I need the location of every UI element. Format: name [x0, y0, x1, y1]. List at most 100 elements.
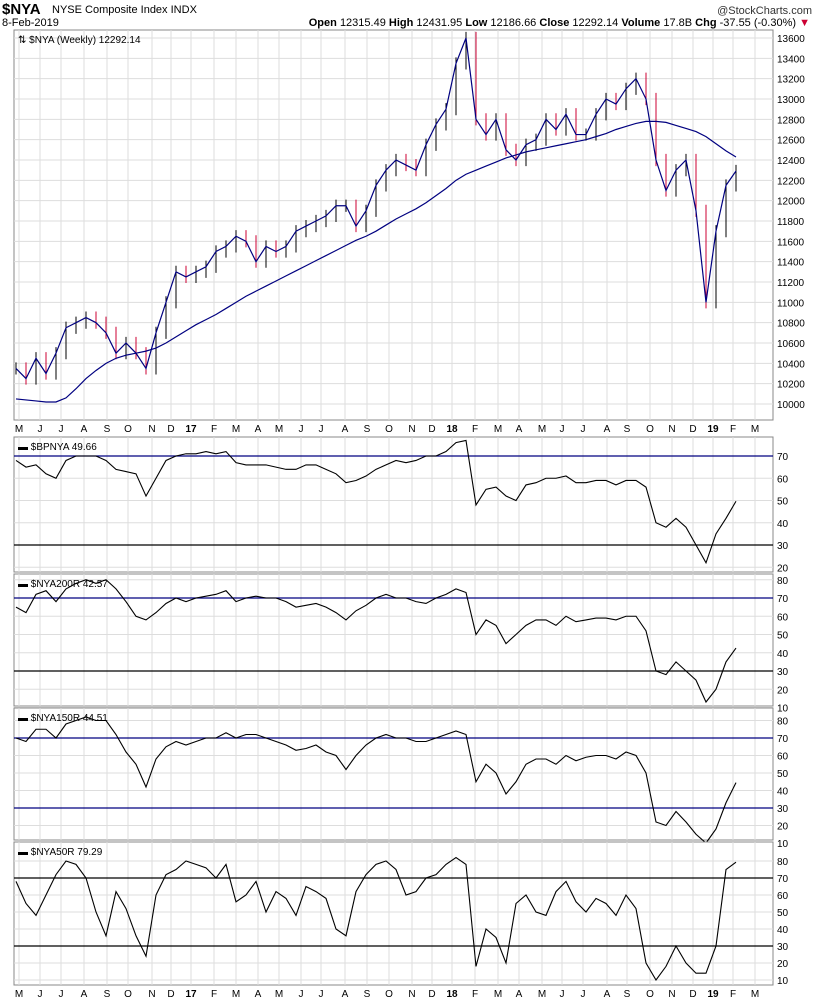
x-tick-label: A	[342, 424, 349, 435]
x-tick-label: S	[364, 424, 371, 435]
y-tick-label: 50	[777, 631, 789, 642]
y-tick-label: 11800	[777, 217, 805, 228]
panel-frame	[13, 841, 774, 986]
x-tick-label: F	[730, 989, 736, 1000]
indicator-line	[15, 856, 737, 981]
x-tick-label: D	[428, 424, 435, 435]
chg-label: Chg	[695, 17, 717, 29]
name-text: NYSE Composite Index	[52, 4, 168, 16]
x-tick-label: D	[689, 989, 696, 1000]
y-tick-label: 30	[777, 804, 789, 815]
y-tick-label: 40	[777, 787, 789, 798]
index-name: NYSE Composite Index INDX	[52, 4, 197, 16]
x-tick-label: A	[604, 989, 611, 1000]
y-tick-label: 20	[777, 685, 789, 696]
y-tick-label: 70	[777, 734, 789, 745]
chg-value: -37.55 (-0.30%)	[719, 17, 797, 29]
x-tick-label: A	[604, 424, 611, 435]
y-tick-label: 60	[777, 612, 789, 623]
x-tick-label: J	[319, 424, 324, 435]
x-tick-label: 17	[185, 989, 197, 1000]
volume-label: Volume	[621, 17, 661, 29]
y-tick-label: 60	[777, 752, 789, 763]
y-tick-label: 12000	[777, 197, 805, 208]
close-value: 12292.14	[572, 17, 619, 29]
x-tick-label: N	[408, 424, 415, 435]
x-tick-label: A	[516, 424, 523, 435]
x-tick-label: J	[38, 424, 43, 435]
copyright: @StockCharts.com	[717, 5, 812, 17]
x-tick-label: N	[668, 424, 675, 435]
low-label: Low	[465, 17, 488, 29]
y-tick-label: 80	[777, 576, 789, 587]
y-tick-label: 10	[777, 839, 789, 850]
panel-title: ▬ $NYA200R 42.57	[18, 579, 108, 590]
panel-frame	[13, 573, 774, 707]
y-tick-label: 10200	[777, 380, 805, 391]
y-tick-label: 40	[777, 649, 789, 660]
x-tick-label: M	[15, 424, 23, 435]
x-tick-label: A	[81, 424, 88, 435]
close-label: Close	[539, 17, 570, 29]
symbol: $NYA	[2, 1, 41, 18]
y-tick-label: 12200	[777, 176, 805, 187]
x-tick-label: 18	[446, 989, 458, 1000]
y-tick-label: 30	[777, 942, 789, 953]
high-label: High	[388, 17, 414, 29]
y-tick-label: 70	[777, 452, 789, 463]
y-tick-label: 13400	[777, 54, 805, 65]
x-tick-label: M	[538, 424, 546, 435]
y-tick-label: 13600	[777, 34, 805, 45]
x-tick-label: S	[364, 989, 371, 1000]
y-tick-label: 50	[777, 769, 789, 780]
x-tick-label: M	[751, 989, 759, 1000]
y-tick-label: 30	[777, 541, 789, 552]
x-tick-label: D	[167, 424, 174, 435]
y-tick-label: 60	[777, 474, 789, 485]
y-tick-label: 20	[777, 563, 789, 574]
panel-title: ▬ $BPNYA 49.66	[18, 442, 97, 453]
x-tick-label: 17	[185, 424, 197, 435]
panel-title: ▬ $NYA150R 44.51	[18, 713, 108, 724]
x-tick-label: D	[428, 989, 435, 1000]
x-tick-label: O	[385, 424, 393, 435]
x-tick-label: M	[494, 424, 502, 435]
y-tick-label: 12400	[777, 156, 805, 167]
y-tick-label: 50	[777, 908, 789, 919]
x-tick-label: O	[646, 989, 654, 1000]
x-tick-label: F	[211, 989, 217, 1000]
x-tick-label: F	[472, 989, 478, 1000]
x-tick-label: O	[124, 989, 132, 1000]
x-tick-label: J	[581, 989, 586, 1000]
y-tick-label: 12600	[777, 136, 805, 147]
y-tick-label: 10800	[777, 319, 805, 330]
x-tick-label: M	[751, 424, 759, 435]
x-tick-label: A	[255, 424, 262, 435]
y-tick-label: 70	[777, 594, 789, 605]
x-tick-label: J	[299, 424, 304, 435]
x-tick-label: J	[38, 989, 43, 1000]
volume-value: 17.8B	[663, 17, 693, 29]
panel-title: ▬ $NYA50R 79.29	[18, 847, 103, 858]
y-tick-label: 13000	[777, 95, 805, 106]
x-tick-label: F	[472, 424, 478, 435]
y-tick-label: 10	[777, 976, 789, 987]
x-tick-label: 19	[707, 989, 719, 1000]
x-tick-label: M	[232, 989, 240, 1000]
y-tick-label: 70	[777, 874, 789, 885]
x-tick-label: S	[624, 424, 631, 435]
y-tick-label: 10	[777, 704, 789, 715]
y-tick-label: 20	[777, 959, 789, 970]
panel-title: ⇅ $NYA (Weekly) 12292.14	[18, 35, 141, 46]
x-tick-label: N	[668, 989, 675, 1000]
x-tick-label: A	[81, 989, 88, 1000]
x-tick-label: O	[385, 989, 393, 1000]
x-tick-label: A	[516, 989, 523, 1000]
y-tick-label: 80	[777, 717, 789, 728]
y-tick-label: 10000	[777, 400, 805, 411]
x-tick-label: O	[646, 424, 654, 435]
open-value: 12315.49	[339, 17, 386, 29]
indicator-line	[15, 439, 737, 565]
x-tick-label: J	[59, 989, 64, 1000]
y-tick-label: 40	[777, 925, 789, 936]
